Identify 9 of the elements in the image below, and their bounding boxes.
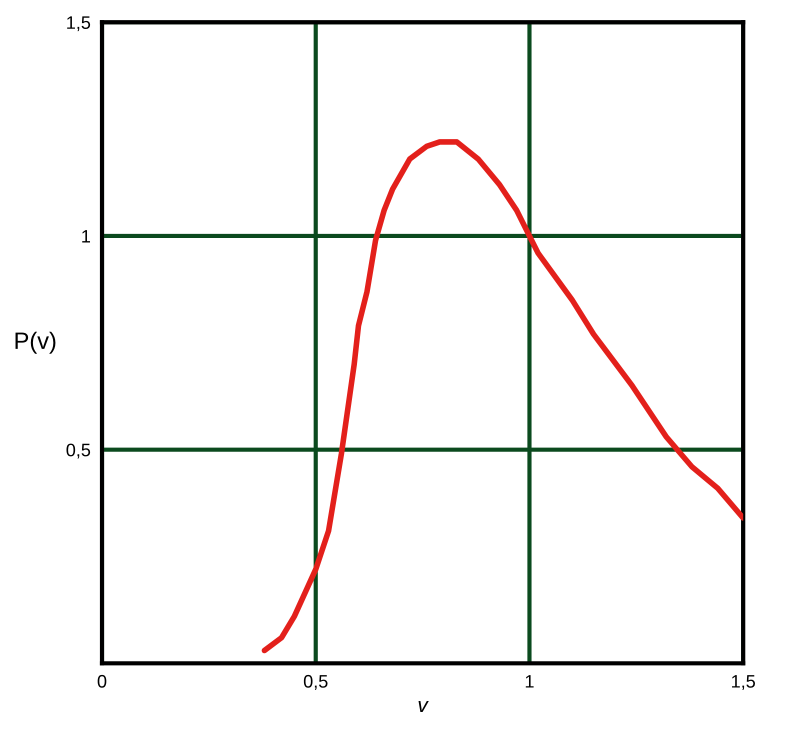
y-tick-label: 1,5 [67,16,90,32]
x-axis-title: v [418,700,429,712]
x-tick-label: 1,5 [732,675,755,690]
x-tick-label: 0 [98,674,106,688]
x-tick-label: 0,5 [304,674,328,690]
y-tick-label: 1 [82,230,90,242]
y-tick-label: 0,5 [66,444,90,459]
y-axis-title: P(v) [16,332,56,354]
x-tick-label: 1 [526,675,534,688]
